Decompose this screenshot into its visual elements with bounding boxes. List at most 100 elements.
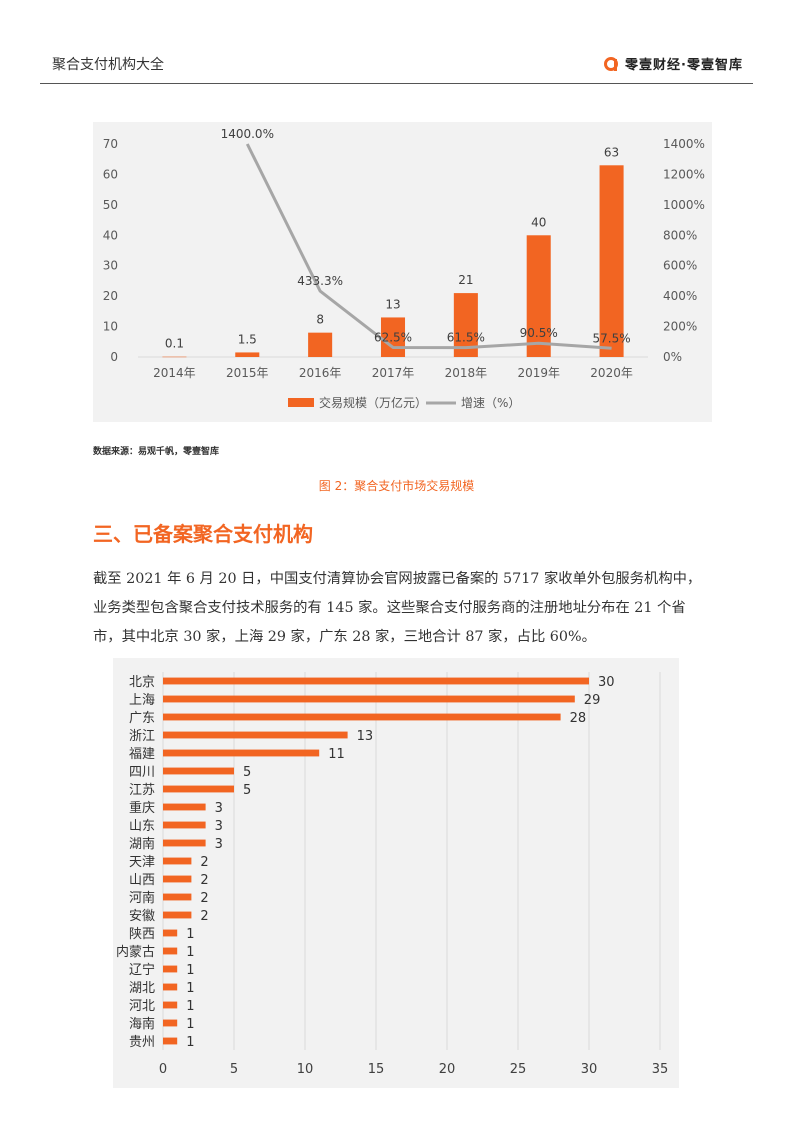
bar xyxy=(163,893,192,901)
bar xyxy=(599,165,624,357)
bar xyxy=(163,911,192,919)
bar xyxy=(163,1001,178,1009)
bar-value-label: 1 xyxy=(186,927,194,942)
y-right-tick-label: 1200% xyxy=(663,167,705,181)
bar xyxy=(163,677,589,685)
bar-value-label: 13 xyxy=(357,729,374,744)
bar-value-label: 2 xyxy=(200,855,208,870)
y-left-tick-label: 20 xyxy=(103,289,118,303)
bar xyxy=(163,857,192,865)
category-label: 福建 xyxy=(129,747,155,762)
y-left-tick-label: 60 xyxy=(103,167,118,181)
bar-value-label: 1 xyxy=(186,1017,194,1032)
legend-label-line: 增速（%） xyxy=(461,396,520,410)
bar-value-label: 2 xyxy=(200,891,208,906)
category-label: 海南 xyxy=(129,1016,155,1032)
category-label: 重庆 xyxy=(129,800,155,816)
y-right-tick-label: 600% xyxy=(663,259,697,273)
brand-logo-icon xyxy=(604,56,619,71)
bar-value-label: 29 xyxy=(584,693,601,708)
line-value-label: 90.5% xyxy=(520,326,558,340)
y-right-tick-label: 400% xyxy=(663,289,697,303)
y-right-tick-label: 800% xyxy=(663,228,697,242)
category-label: 浙江 xyxy=(129,729,155,744)
y-right-tick-label: 1000% xyxy=(663,198,705,212)
category-label: 山西 xyxy=(129,873,155,888)
bar-value-label: 1 xyxy=(186,981,194,996)
bar-value-label: 13 xyxy=(385,297,400,311)
body-paragraph: 截至 2021 年 6 月 20 日，中国支付清算协会官网披露已备案的 5717… xyxy=(93,571,702,645)
x-tick-label: 10 xyxy=(297,1062,314,1077)
y-left-tick-label: 0 xyxy=(110,350,118,364)
bar-value-label: 11 xyxy=(328,747,345,762)
x-tick-label: 0 xyxy=(159,1062,167,1077)
x-tick-label: 2018年 xyxy=(445,366,488,380)
category-label: 河北 xyxy=(129,999,155,1014)
bar xyxy=(163,821,206,829)
x-tick-label: 2017年 xyxy=(372,366,415,380)
legend-swatch-bar xyxy=(288,398,314,407)
market-volume-chart-svg: 0 10 20 30 40 50 60 70 0% 200% 400% 600% 800% 1000% 12… xyxy=(103,127,705,410)
bar-value-label: 3 xyxy=(215,837,223,852)
bar-value-label: 21 xyxy=(458,273,473,287)
market-volume-chart: 0 10 20 30 40 50 60 70 0% 200% 400% 600% 800% 1000% 12… xyxy=(93,122,712,422)
growth-line xyxy=(245,143,612,350)
x-tick-label: 30 xyxy=(581,1062,598,1077)
bar-value-label: 5 xyxy=(243,783,251,798)
y-right-tick-label: 200% xyxy=(663,320,697,334)
bar xyxy=(163,767,234,775)
bar-value-label: 1 xyxy=(186,963,194,978)
x-tick-label: 25 xyxy=(510,1062,527,1077)
bar xyxy=(162,356,187,358)
province-distribution-chart: 0 5 10 15 20 25 30 35 北京 30 上海 29 广东 28 浙江 13 福建 11 四川 5 江苏 5… xyxy=(113,658,679,1088)
y-right-tick-label: 0% xyxy=(663,350,682,364)
bar xyxy=(163,713,561,721)
line-value-label: 61.5% xyxy=(447,331,485,345)
category-label: 安徽 xyxy=(129,909,155,924)
bar-value-label: 5 xyxy=(243,765,251,780)
bar-value-label: 3 xyxy=(215,819,223,834)
bar xyxy=(380,317,406,357)
y-left-tick-label: 50 xyxy=(103,198,118,212)
line-value-label: 1400.0% xyxy=(221,127,274,141)
bar xyxy=(163,803,206,811)
bar xyxy=(163,965,178,973)
x-tick-label: 20 xyxy=(439,1062,456,1077)
y-left-tick-label: 70 xyxy=(103,137,118,151)
bar-value-label: 1 xyxy=(186,999,194,1014)
x-tick-label: 2014年 xyxy=(153,366,196,380)
y-left-tick-label: 30 xyxy=(103,259,118,273)
bar-value-label: 63 xyxy=(604,145,619,159)
bar-value-label: 28 xyxy=(570,711,587,726)
document-header-title: 聚合支付机构大全 xyxy=(52,57,164,73)
x-tick-label: 2020年 xyxy=(590,366,633,380)
bar xyxy=(163,785,234,793)
line-value-label: 62.5% xyxy=(374,330,412,344)
bar xyxy=(163,695,575,703)
category-label: 上海 xyxy=(129,693,155,708)
bar xyxy=(163,731,348,739)
x-tick-label: 2019年 xyxy=(517,366,560,380)
section-heading: 三、已备案聚合支付机构 xyxy=(93,522,313,546)
category-label: 内蒙古 xyxy=(116,944,155,960)
category-label: 广东 xyxy=(129,711,155,726)
y-left-tick-label: 40 xyxy=(103,228,118,242)
category-label: 天津 xyxy=(129,855,155,870)
category-label: 湖南 xyxy=(129,836,155,852)
bar xyxy=(163,1037,178,1045)
brand-name: 零壹财经·零壹智库 xyxy=(625,58,743,73)
brand: 零壹财经·零壹智库 xyxy=(603,54,743,73)
line-value-label: 433.3% xyxy=(297,274,343,288)
bar xyxy=(163,983,178,991)
x-tick-label: 15 xyxy=(368,1062,385,1077)
category-label: 辽宁 xyxy=(129,962,155,978)
bar xyxy=(235,352,260,357)
bar-value-label: 2 xyxy=(200,909,208,924)
bar xyxy=(163,839,206,847)
category-label: 山东 xyxy=(129,819,155,834)
bar xyxy=(308,332,333,357)
category-label: 北京 xyxy=(129,675,155,690)
x-tick-label: 5 xyxy=(230,1062,238,1077)
bar xyxy=(163,929,178,937)
